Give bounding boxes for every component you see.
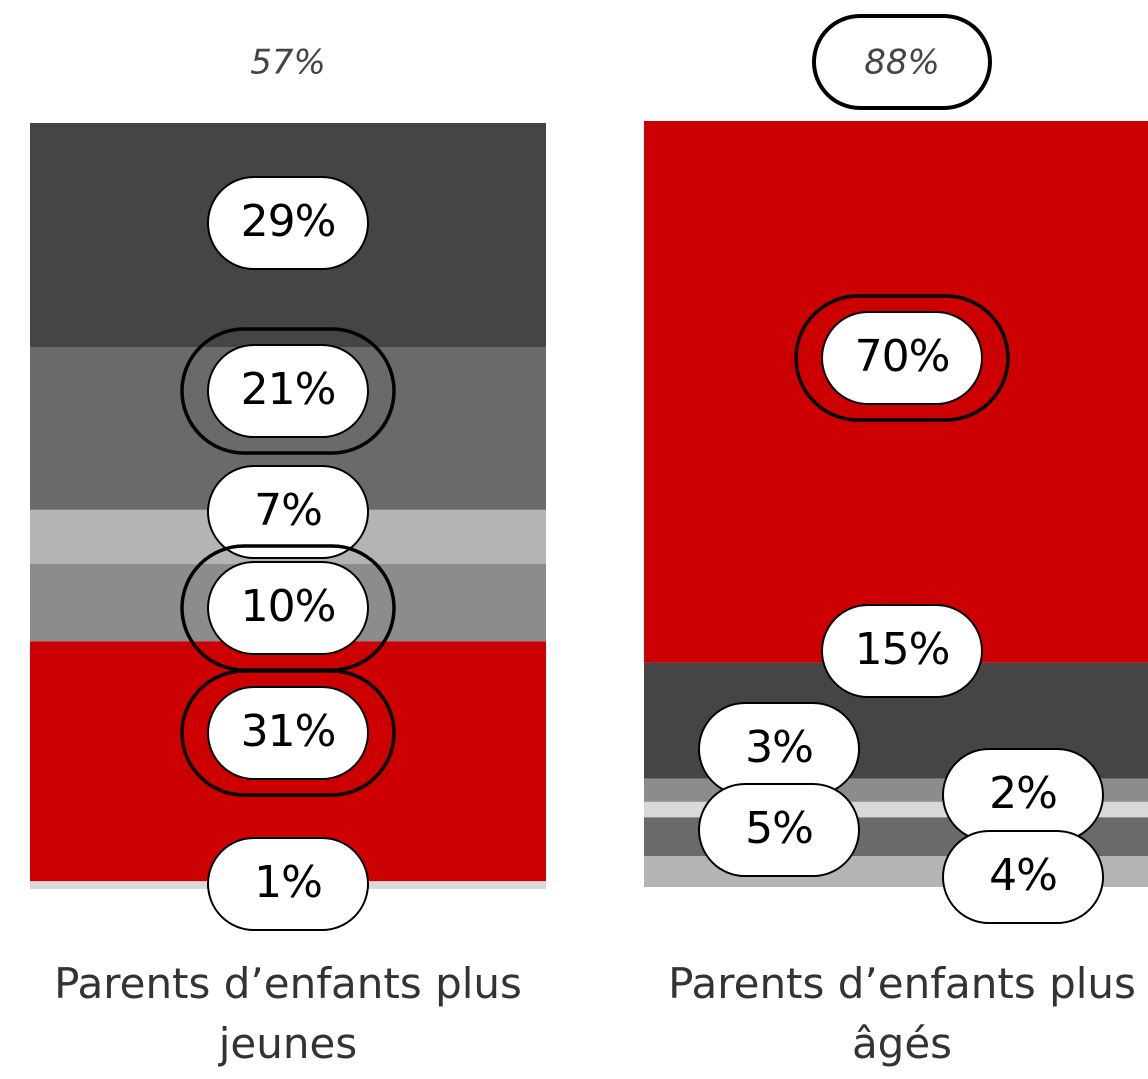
top-label: 57% — [250, 43, 326, 83]
bar-group-1: 70% 15% 3% 2% 5% 4% — [644, 121, 1148, 924]
value-label: 29% — [241, 196, 336, 247]
highlight-ring — [180, 327, 396, 455]
value-pill — [821, 604, 983, 698]
value-pill — [942, 830, 1104, 924]
category-label: âgés — [852, 1019, 952, 1068]
top-label-group-1: 88% — [812, 14, 992, 110]
value-pill — [207, 561, 369, 655]
value-pill — [698, 783, 860, 877]
top-label: 88% — [864, 43, 940, 83]
category-label: jeunes — [218, 1019, 357, 1068]
value-label: 10% — [241, 581, 336, 632]
category-label: Parents d’enfants plus — [54, 959, 522, 1008]
value-pill — [207, 465, 369, 559]
value-label: 2% — [989, 768, 1057, 819]
value-pill — [207, 837, 369, 931]
highlight-ring — [180, 669, 396, 797]
value-pill — [207, 344, 369, 438]
value-label: 21% — [241, 364, 336, 415]
value-pill — [821, 311, 983, 405]
value-label: 1% — [254, 857, 322, 908]
value-label: 70% — [855, 331, 950, 382]
bar-group-0: 29% 21% 7% 10% 31% 1% — [30, 123, 546, 931]
category-label: Parents d’enfants plus — [668, 959, 1136, 1008]
value-label: 31% — [241, 706, 336, 757]
value-label: 4% — [989, 850, 1057, 901]
value-label: 5% — [745, 803, 813, 854]
top-label-ring — [812, 14, 992, 110]
top-label-group-0: 57% — [250, 43, 326, 83]
value-pill — [207, 686, 369, 780]
value-label: 3% — [745, 722, 813, 773]
value-pill — [207, 176, 369, 270]
value-label: 7% — [254, 485, 322, 536]
value-label: 15% — [855, 624, 950, 675]
highlight-ring — [794, 294, 1010, 422]
